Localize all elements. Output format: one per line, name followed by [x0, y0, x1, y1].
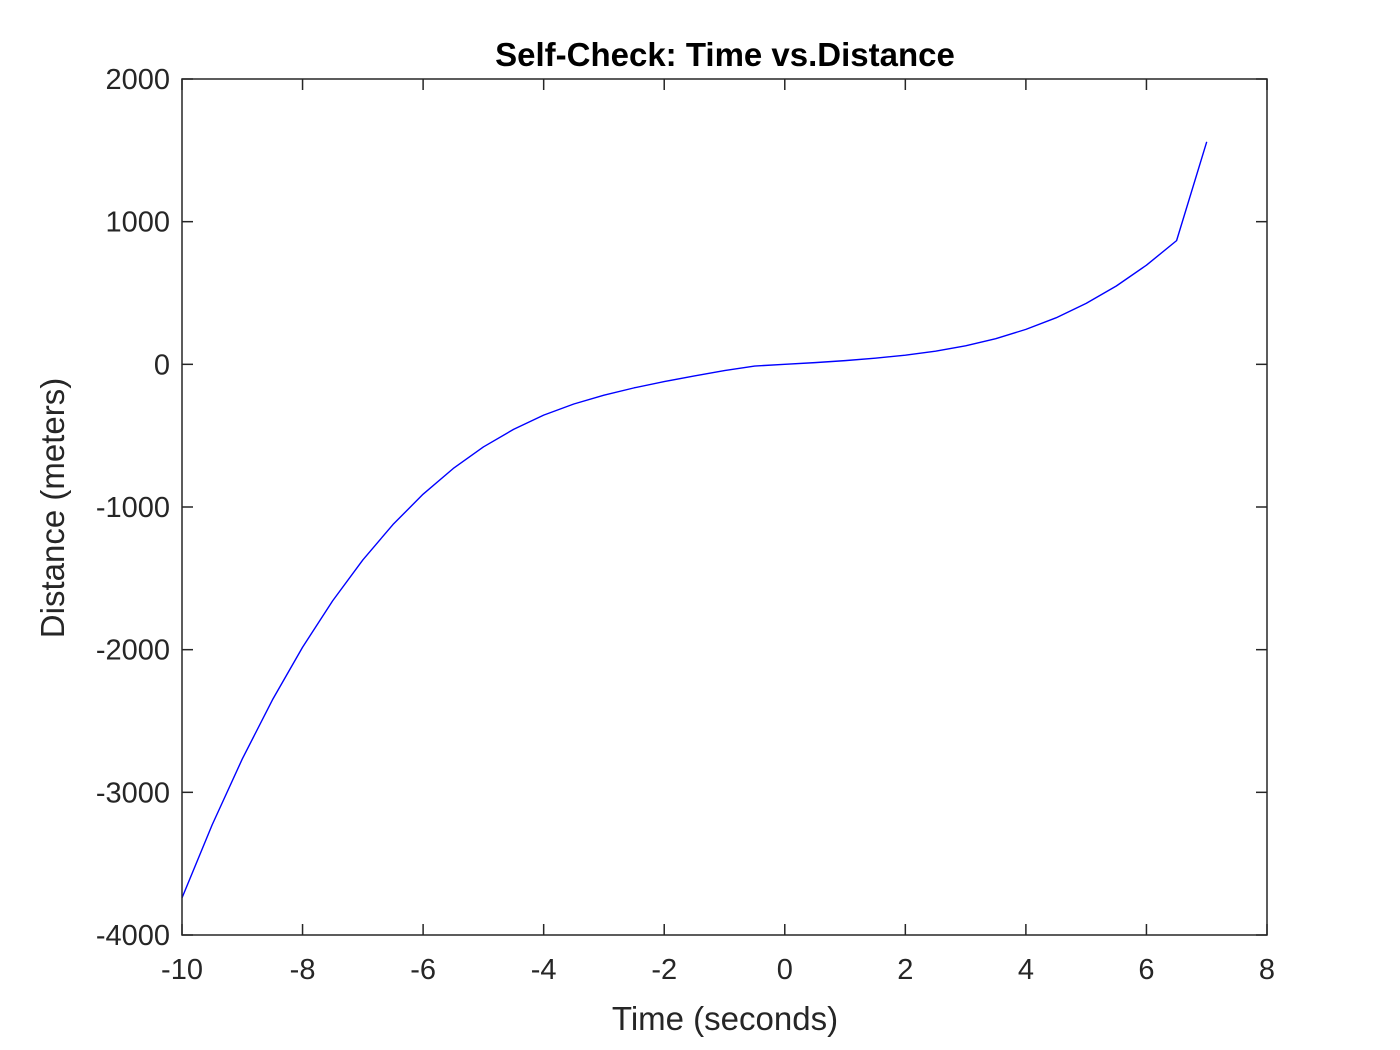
x-axis: -10 -8 -6 -4 -2 0 2 4 6 8 — [161, 79, 1275, 986]
y-tick-label: -2000 — [96, 635, 170, 667]
y-tick-label: 2000 — [105, 64, 170, 96]
y-tick-label: -3000 — [96, 777, 170, 809]
x-tick-label: 4 — [1018, 954, 1034, 986]
x-tick-label: 0 — [777, 954, 793, 986]
data-line-series-1 — [181, 141, 1208, 899]
chart-title: Self-Check: Time vs.Distance — [495, 36, 955, 73]
x-tick-label: -10 — [161, 954, 203, 986]
y-tick-label: -1000 — [96, 492, 170, 524]
y-tick-label: 1000 — [105, 207, 170, 239]
x-tick-label: 8 — [1259, 954, 1275, 986]
y-tick-label: 0 — [154, 349, 170, 381]
x-tick-label: 2 — [897, 954, 913, 986]
y-axis: -4000 -3000 -2000 -1000 0 1000 2000 — [96, 64, 1267, 952]
x-tick-label: 6 — [1138, 954, 1154, 986]
x-tick-label: -4 — [531, 954, 557, 986]
x-tick-label: -6 — [410, 954, 436, 986]
x-tick-label: -8 — [290, 954, 316, 986]
x-tick-label: -2 — [651, 954, 677, 986]
x-axis-label: Time (seconds) — [612, 1000, 838, 1037]
y-tick-label: -4000 — [96, 920, 170, 952]
y-axis-label: Distance (meters) — [34, 378, 71, 638]
